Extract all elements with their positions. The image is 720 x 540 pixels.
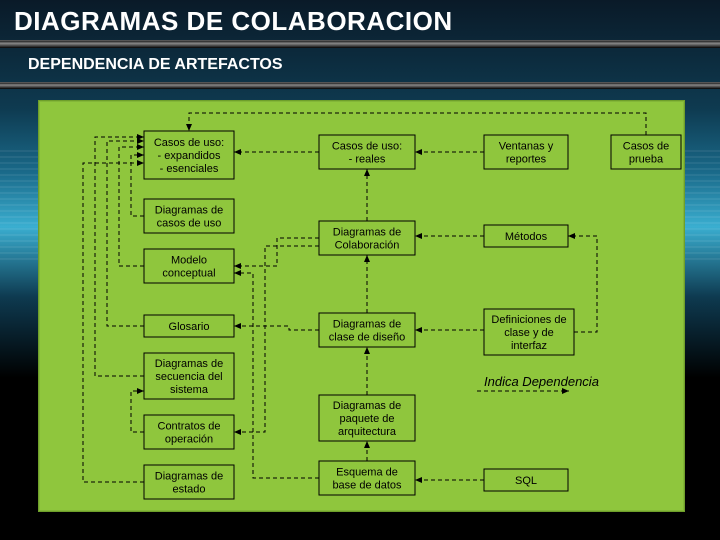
divider-1 [0,40,720,48]
node-ventanas: Ventanas yreportes [484,135,568,169]
node-label: Métodos [505,231,548,243]
node-label: interfaz [511,340,547,352]
node-label: Casos de uso: [154,137,224,149]
node-label: arquitectura [338,426,397,438]
diagram-panel: Casos de uso:- expandidos- esencialesDia… [38,100,685,512]
edge-diag_colab-contratos_mid [234,246,319,432]
node-definiciones: Definiciones declase y deinterfaz [484,309,574,355]
node-glosario: Glosario [144,315,234,337]
node-diag_clase: Diagramas declase de diseño [319,313,415,347]
node-diag_colab: Diagramas deColaboración [319,221,415,255]
node-label: - reales [349,154,386,166]
node-casos_prueba: Casos deprueba [611,135,681,169]
node-label: conceptual [162,268,215,280]
node-label: - expandidos [158,150,221,162]
node-label: paquete de [339,413,394,425]
node-label: operación [165,434,213,446]
node-label: casos de uso [157,218,222,230]
node-sql: SQL [484,469,568,491]
node-label: Diagramas de [333,400,401,412]
node-casos_reales: Casos de uso:- reales [319,135,415,169]
node-label: Diagramas de [155,471,223,483]
edge-casos_prueba-casos_exp [189,113,646,135]
node-label: Diagramas de [333,319,401,331]
edge-diag_casos-casos_exp_L [131,155,144,216]
node-casos_exp: Casos de uso:- expandidos- esenciales [144,131,234,179]
node-metodos: Métodos [484,225,568,247]
node-diag_estado: Diagramas deestado [144,465,234,499]
node-label: Glosario [169,321,210,333]
page-title: DIAGRAMAS DE COLABORACION [14,6,453,37]
node-label: Modelo [171,255,207,267]
node-label: Diagramas de [155,205,223,217]
node-label: Definiciones de [491,314,566,326]
node-label: secuencia del [155,371,222,383]
node-label: Esquema de [336,467,398,479]
node-label: Casos de [623,141,669,153]
node-diag_paq: Diagramas depaquete dearquitectura [319,395,415,441]
node-label: sistema [170,384,209,396]
edge-diag_estado-casos_exp_L5 [83,163,144,482]
node-label: SQL [515,475,537,487]
dependency-diagram: Casos de uso:- expandidos- esencialesDia… [39,101,684,511]
node-label: base de datos [332,480,402,492]
node-label: Diagramas de [333,227,401,239]
node-label: Contratos de [158,421,221,433]
node-modelo: Modeloconceptual [144,249,234,283]
legend-label: Indica Dependencia [484,374,599,389]
edge-glosario-casos_exp_L3 [107,141,144,326]
node-label: Ventanas y [499,141,554,153]
page-subtitle: DEPENDENCIA DE ARTEFACTOS [28,56,283,74]
node-label: estado [172,484,205,496]
node-label: clase y de [504,327,554,339]
node-label: clase de diseño [329,332,405,344]
node-label: prueba [629,154,664,166]
node-label: Colaboración [335,240,400,252]
node-contratos: Contratos deoperación [144,415,234,449]
edge-diag_clase-glosario_mid [234,326,319,330]
node-label: Casos de uso: [332,141,402,153]
node-esquema: Esquema debase de datos [319,461,415,495]
edge-diag_colab-modelo_mid [234,238,319,266]
node-diag_sec: Diagramas desecuencia delsistema [144,353,234,399]
edge-diag_sec-casos_exp_L4 [95,137,144,376]
node-label: Diagramas de [155,358,223,370]
node-label: - esenciales [160,163,219,175]
divider-2 [0,82,720,89]
node-diag_casos: Diagramas decasos de uso [144,199,234,233]
edge-contratos-diag_sec_L [131,391,144,432]
node-label: reportes [506,154,547,166]
edge-esquema-modelo_bottom [234,273,319,478]
